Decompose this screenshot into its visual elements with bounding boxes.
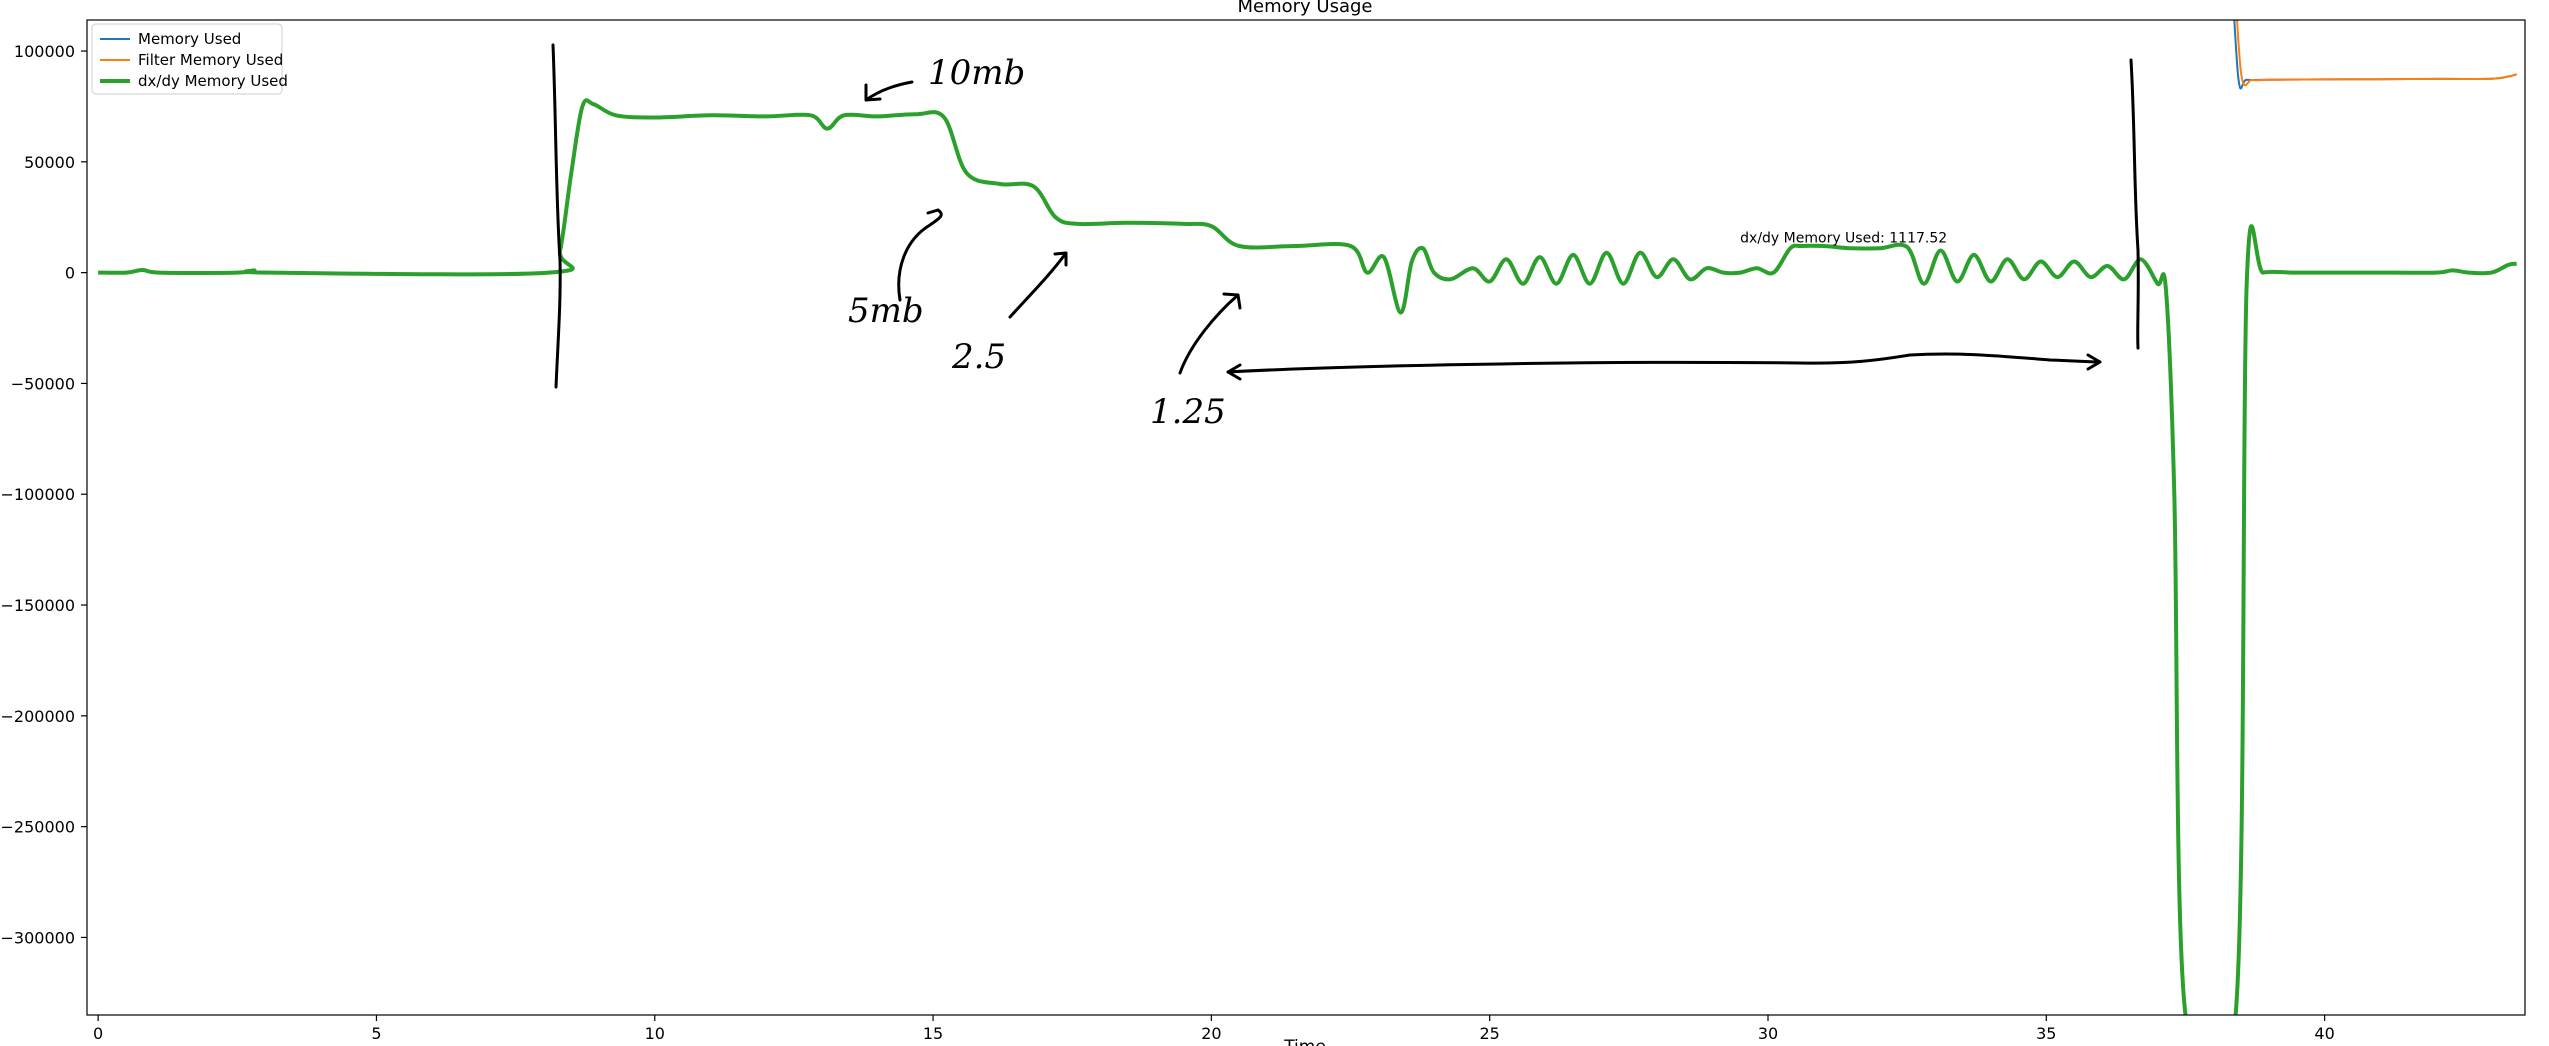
y-tick-label: −250000 <box>1 818 75 837</box>
hand-note-1-25: 1.25 <box>1150 392 1226 432</box>
series-line-dx-dy-memory-used <box>98 98 2517 1015</box>
y-tick-label: −200000 <box>1 707 75 726</box>
chart-title: Memory Usage <box>1237 0 1372 17</box>
y-tick-label: 0 <box>65 264 75 283</box>
hand-double-arrow <box>1226 352 2102 381</box>
series-line-filter-memory-used <box>2236 20 2517 87</box>
x-axis-label: Time <box>1283 1037 1326 1046</box>
y-tick-label: −50000 <box>11 374 75 393</box>
legend-label: Filter Memory Used <box>138 51 283 69</box>
hand-note-2-5: 2.5 <box>951 337 1006 377</box>
y-tick-label: −150000 <box>1 596 75 615</box>
hand-vertical-line-right <box>2129 58 2140 350</box>
hand-arrow-5mb <box>897 208 943 302</box>
x-tick-label: 20 <box>1201 1024 1221 1043</box>
x-tick-label: 30 <box>1758 1024 1778 1043</box>
handwritten-annotations: 10mb 5mb 2.5 1.25 <box>551 43 2140 432</box>
hand-arrow-2-5 <box>1008 251 1068 319</box>
y-tick-label: 50000 <box>24 153 75 172</box>
hand-note-5mb: 5mb <box>848 291 924 331</box>
data-annotation: dx/dy Memory Used: 1117.52 <box>1740 231 1947 247</box>
annotation-layer: dx/dy Memory Used: 1117.52 <box>1740 231 1947 247</box>
axes-layer: 0 5 10 15 20 25 30 35 40 100000 50000 0 −50000 −10000… <box>1 19 2526 1043</box>
x-tick-label: 0 <box>93 1024 103 1043</box>
hand-arrow-1-25 <box>1178 292 1242 375</box>
legend-label: dx/dy Memory Used <box>138 72 288 90</box>
x-tick-label: 5 <box>371 1024 381 1043</box>
y-tick-label: 100000 <box>14 42 75 61</box>
legend: Memory Used Filter Memory Used dx/dy Memor… <box>91 23 288 95</box>
y-tick-label: −100000 <box>1 485 75 504</box>
x-tick-label: 10 <box>645 1024 665 1043</box>
series-line-memory-used <box>2233 20 2517 90</box>
series-layer <box>98 20 2517 1015</box>
hand-arrow-10mb <box>864 80 914 102</box>
x-tick-label: 15 <box>923 1024 943 1043</box>
legend-box <box>91 23 283 95</box>
x-tick-label: 40 <box>2314 1024 2334 1043</box>
plot-frame <box>86 19 2526 1016</box>
y-tick-label: −300000 <box>1 928 75 947</box>
x-tick-label: 35 <box>2036 1024 2056 1043</box>
x-tick-label: 25 <box>1480 1024 1500 1043</box>
hand-note-10mb: 10mb <box>928 53 1025 93</box>
legend-label: Memory Used <box>138 30 241 48</box>
hand-vertical-line-left <box>551 43 562 389</box>
